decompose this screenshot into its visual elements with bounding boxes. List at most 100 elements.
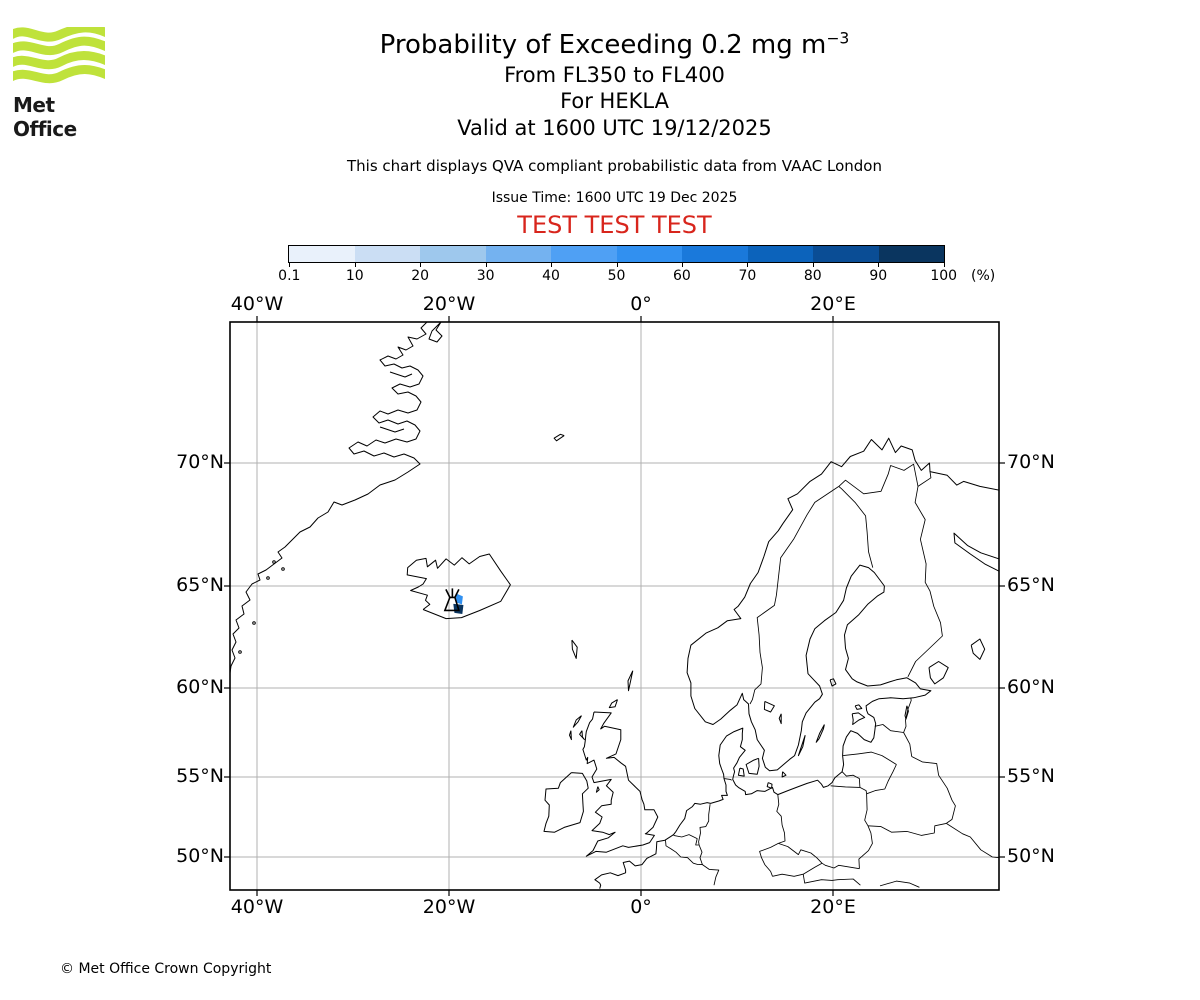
islet: [238, 650, 242, 654]
test-banner: TEST TEST TEST: [517, 211, 712, 239]
probability-patch-mid: [455, 593, 463, 605]
greenland-headland: [428, 322, 443, 343]
colorbar-segment-8: [747, 246, 813, 262]
colorbar-segment-6: [616, 246, 682, 262]
country-border: [759, 843, 779, 877]
colorbar-tick: [681, 263, 683, 267]
country-border: [879, 880, 920, 888]
met-office-logo: Met Office: [8, 23, 123, 141]
country-border: [749, 486, 840, 705]
colorbar-segment-10: [878, 246, 944, 262]
axis-ticks: [224, 316, 1005, 896]
islet: [266, 576, 270, 580]
issue-time: Issue Time: 1600 UTC 19 Dec 2025: [491, 190, 738, 206]
colorbar-tick-label: 10: [345, 268, 364, 284]
colorbar-tick: [747, 263, 749, 267]
country-borders: [665, 463, 999, 888]
country-border: [946, 823, 999, 859]
lon-label-bottom: 20°E: [810, 896, 856, 918]
subtitle-flight-levels: From FL350 to FL400: [504, 62, 725, 87]
lon-label-bottom: 0°: [630, 896, 652, 918]
country-border: [838, 486, 874, 568]
colorbar-segment-2: [354, 246, 420, 262]
colorbar-unit-label: (%): [971, 268, 996, 284]
qva-disclaimer: This chart displays QVA compliant probab…: [347, 157, 882, 175]
colorbar-tick: [878, 263, 880, 267]
lat-label-right: 55°N: [1007, 765, 1055, 787]
lat-label-right: 60°N: [1007, 676, 1055, 698]
island-coastline: [829, 678, 837, 687]
colorbar-gradient: [288, 245, 945, 263]
country-border: [907, 486, 943, 677]
colorbar-segment-5: [551, 246, 617, 262]
country-border: [802, 874, 861, 886]
country-border: [673, 834, 700, 846]
colorbar-tick-label: 0.1: [278, 268, 301, 284]
colorbar-tick: [485, 263, 487, 267]
country-border: [911, 756, 956, 824]
met-office-logo-waves-icon: [8, 23, 109, 84]
country-border: [866, 764, 897, 795]
colorbar-tick-label: 20: [411, 268, 430, 284]
lat-label-left: 60°N: [176, 676, 224, 698]
country-border: [772, 862, 823, 877]
island-coastline: [745, 757, 760, 775]
colorbar-tick: [943, 263, 945, 267]
country-border: [903, 697, 912, 733]
lat-label-left: 55°N: [176, 765, 224, 787]
island-coastline: [608, 699, 618, 709]
islet: [252, 621, 256, 625]
island-coastline: [766, 782, 773, 789]
lat-label-left: 65°N: [176, 574, 224, 596]
page-title-text: Probability of Exceeding 0.2 mg m: [379, 30, 827, 60]
colorbar-tick: [812, 263, 814, 267]
country-border: [698, 844, 703, 866]
volcano-marker-hekla: [443, 588, 460, 612]
map-canvas: [224, 316, 1005, 896]
island-coastline: [781, 771, 787, 778]
country-border: [702, 864, 720, 886]
colorbar-tick: [354, 263, 356, 267]
islet: [272, 560, 276, 564]
country-border: [838, 463, 919, 495]
country-border: [723, 778, 732, 781]
country-border: [841, 771, 861, 788]
country-border: [874, 724, 904, 733]
colorbar-tick-label: 30: [476, 268, 495, 284]
country-border: [867, 822, 947, 836]
greenland-fjord-line: [379, 426, 405, 433]
island-coastline: [854, 704, 863, 710]
country-border: [903, 732, 913, 757]
colorbar-segment-3: [420, 246, 486, 262]
lon-label-bottom: 20°W: [422, 896, 476, 918]
volcano-vent-line: [454, 589, 460, 598]
lon-label-top: 20°W: [422, 293, 476, 315]
lake-outline: [763, 700, 775, 713]
coastlines: [230, 322, 999, 889]
map-gridlines: [230, 322, 999, 890]
coastline: [582, 711, 659, 857]
lake-outline: [928, 661, 949, 685]
country-border: [917, 471, 932, 487]
greenland-fjord-line: [389, 371, 413, 378]
volcano-cone-icon: [443, 596, 460, 612]
colorbar-tick: [616, 263, 618, 267]
lat-label-right: 50°N: [1007, 845, 1055, 867]
lat-label-right: 65°N: [1007, 574, 1055, 596]
island-coastline: [595, 786, 600, 793]
colorbar-tick-label: 100: [930, 268, 958, 284]
title-block: Probability of Exceeding 0.2 mg m−3 From…: [230, 0, 999, 142]
island-coastline: [569, 730, 572, 741]
colorbar-tick-label: 80: [803, 268, 822, 284]
island-coastline: [579, 730, 585, 741]
lon-label-top: 40°W: [230, 293, 284, 315]
lon-label-bottom: 40°W: [230, 896, 284, 918]
country-border: [830, 785, 868, 794]
lon-label-top: 0°: [630, 293, 652, 315]
island-coastline: [797, 735, 806, 757]
colorbar-tick-label: 60: [673, 268, 691, 284]
island-coastline: [572, 715, 582, 728]
island-coastline: [737, 767, 745, 777]
country-border: [776, 794, 786, 844]
lake-outline: [778, 713, 782, 725]
